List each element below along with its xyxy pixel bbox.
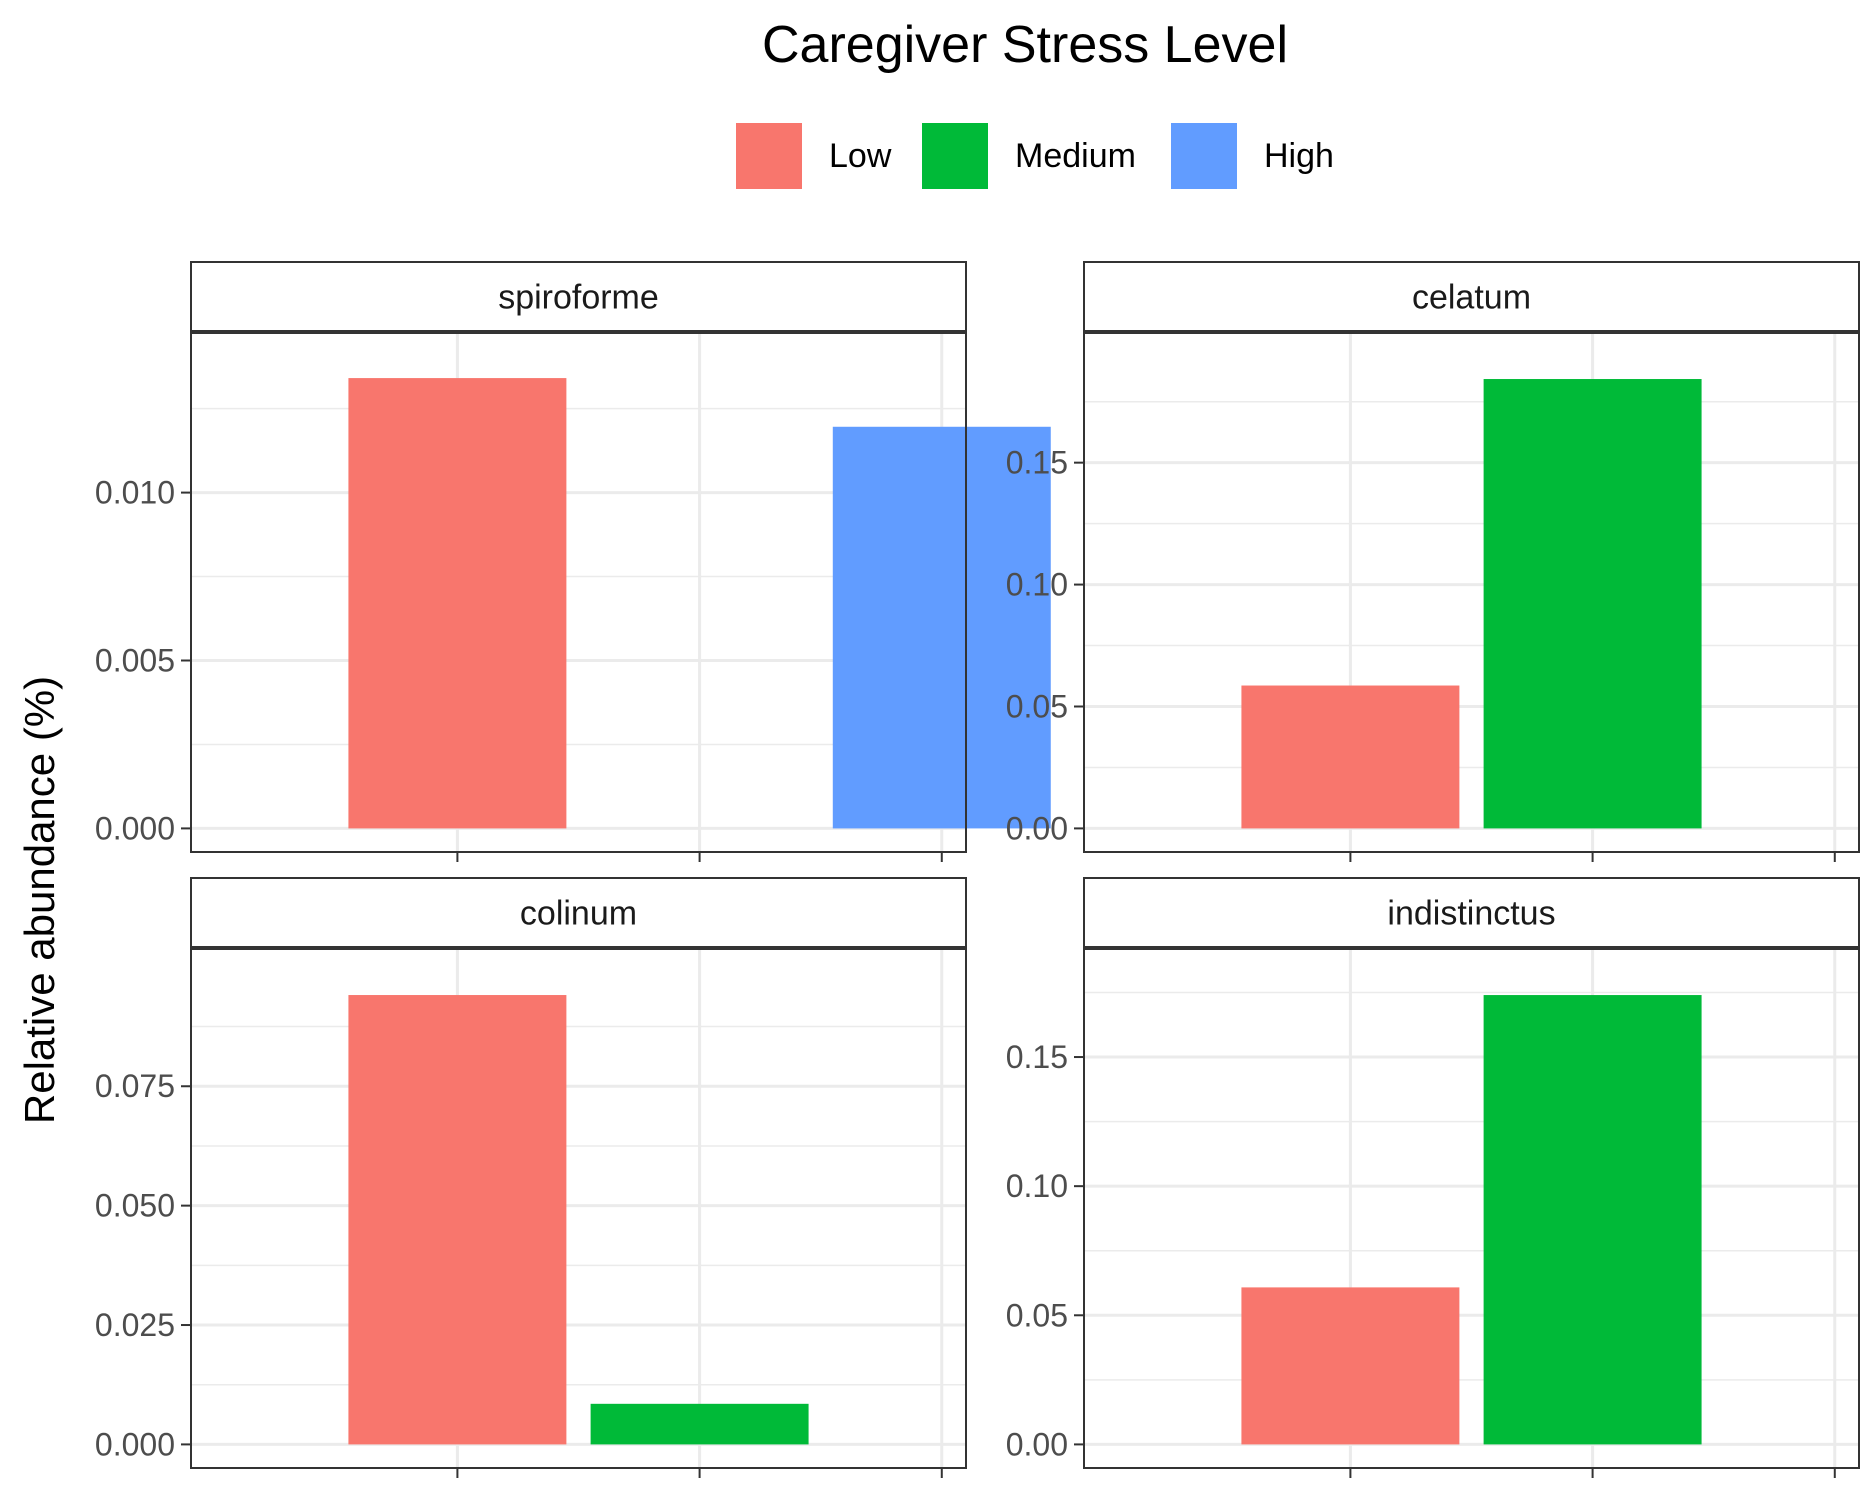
panel-indistinctus: indistinctus 0.00 0.05 0.10 0.15: [1006, 877, 1860, 1478]
legend-key-high: [1171, 123, 1237, 189]
y-tick-label: 0.005: [95, 643, 175, 679]
panel-background: [1084, 333, 1859, 852]
strip-label: indistinctus: [1387, 895, 1555, 933]
y-tick-label: 0.050: [95, 1188, 175, 1224]
legend-key-low: [736, 123, 802, 189]
y-tick-label: 0.05: [1006, 1297, 1068, 1333]
legend-label-medium: Medium: [1015, 137, 1136, 175]
bar-celatum-low: [1241, 685, 1460, 829]
legend: Low Medium High: [736, 123, 1334, 189]
y-tick-label: 0.025: [95, 1307, 175, 1343]
panel-border: [190, 332, 967, 853]
bar-indistinctus-low: [1241, 1287, 1460, 1445]
panel-background: [191, 949, 966, 1468]
y-tick-label: 0.000: [95, 1426, 175, 1462]
bar-colinum-medium: [590, 1403, 809, 1445]
strip-label: celatum: [1412, 279, 1531, 317]
panel-spiroforme: spiroforme 0.000 0.005 0.010: [95, 261, 1051, 862]
legend-label-low: Low: [829, 137, 892, 175]
y-tick-label: 0.15: [1006, 1039, 1068, 1075]
legend-label-high: High: [1264, 137, 1334, 175]
panel-border: [1083, 948, 1860, 1469]
panel-background: [1084, 949, 1859, 1468]
strip-background: [1083, 877, 1860, 948]
y-tick-label: 0.10: [1006, 567, 1068, 603]
y-tick-label: 0.15: [1006, 445, 1068, 481]
bar-spiroforme-low: [348, 378, 567, 829]
y-tick-label: 0.05: [1006, 688, 1068, 724]
bar-indistinctus-medium: [1483, 995, 1702, 1445]
y-axis-label: Relative abundance (%): [16, 676, 63, 1124]
y-tick-label: 0.075: [95, 1068, 175, 1104]
strip-background: [190, 877, 967, 948]
panel-border: [1083, 332, 1860, 853]
strip-label: colinum: [520, 895, 637, 933]
legend-key-medium: [922, 123, 988, 189]
y-tick-label: 0.00: [1006, 1426, 1068, 1462]
panel-celatum: celatum 0.00 0.05 0.10 0.15: [1006, 261, 1860, 862]
panel-colinum: colinum 0.000 0.025 0.050 0.075: [95, 877, 967, 1478]
panel-border: [190, 948, 967, 1469]
y-tick-label: 0.10: [1006, 1168, 1068, 1204]
y-tick-label: 0.00: [1006, 810, 1068, 846]
strip-background: [1083, 261, 1860, 332]
chart-title: Caregiver Stress Level: [762, 16, 1288, 74]
panels: spiroforme 0.000 0.005 0.010 celatum 0.00 0.05…: [95, 261, 1860, 1478]
y-tick-label: 0.000: [95, 810, 175, 846]
strip-background: [190, 261, 967, 332]
strip-label: spiroforme: [498, 279, 659, 317]
y-tick-label: 0.010: [95, 475, 175, 511]
bar-celatum-medium: [1483, 379, 1702, 829]
bar-spiroforme-high: [832, 426, 1051, 829]
bar-colinum-low: [348, 995, 567, 1445]
